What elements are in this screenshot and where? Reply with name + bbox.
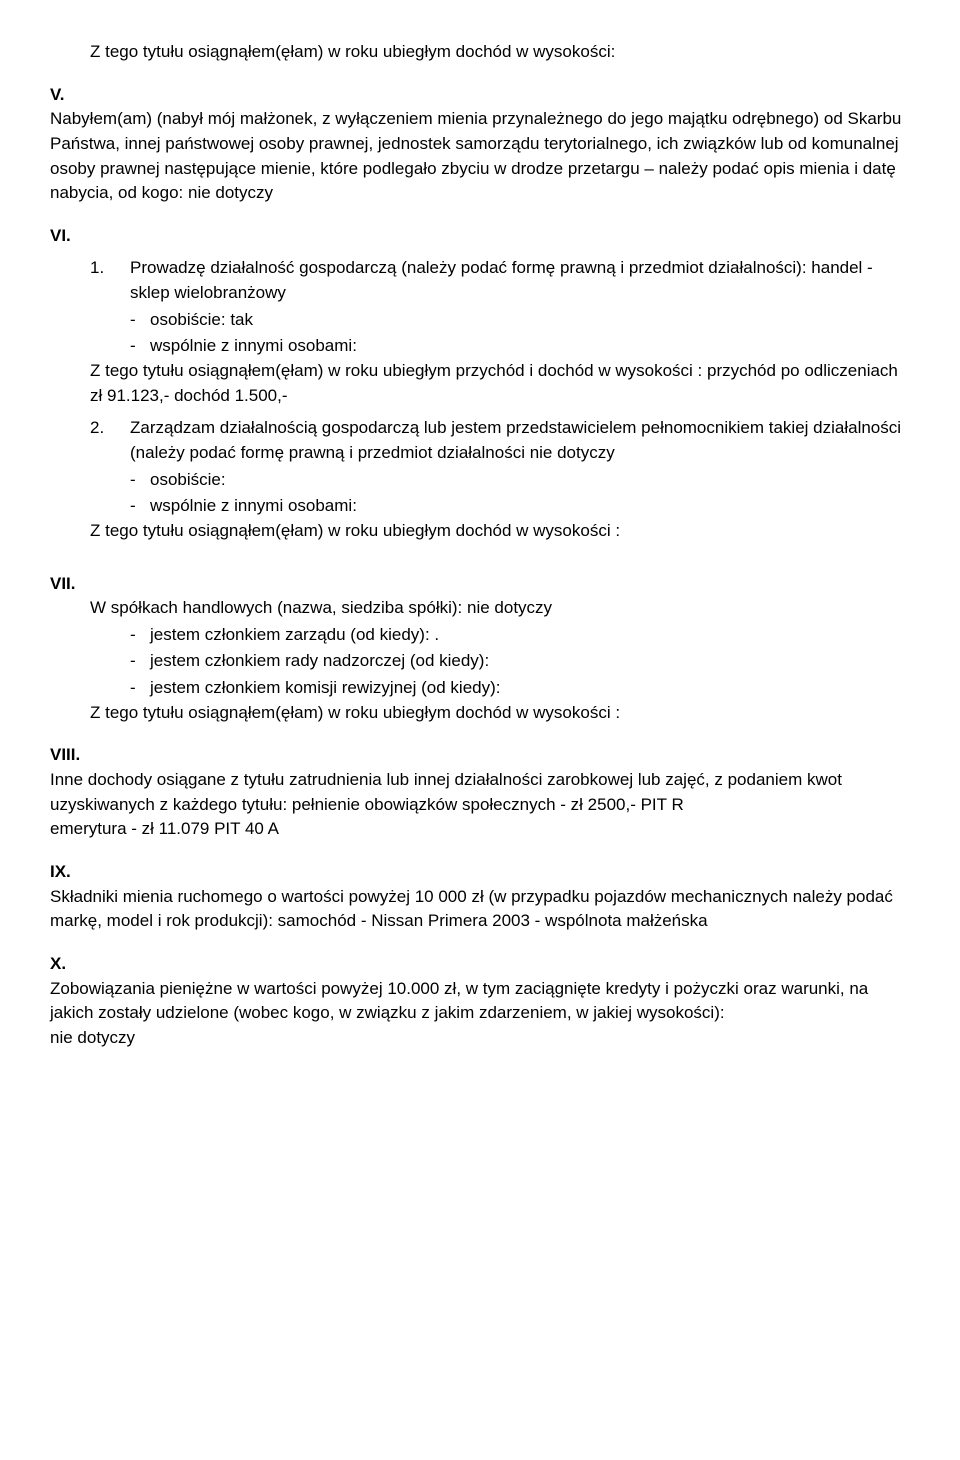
vi-1-dash-b: - wspólnie z innymi osobami:	[50, 334, 910, 359]
vii-dash-c: - jestem członkiem komisji rewizyjnej (o…	[50, 676, 910, 701]
vi-1-dash-a: - osobiście: tak	[50, 308, 910, 333]
section-viii-heading: VIII.	[50, 743, 910, 768]
section-vi-heading: VI.	[50, 224, 910, 249]
section-ix-heading: IX.	[50, 860, 910, 885]
vi-2-tail: Z tego tytułu osiągnąłem(ęłam) w roku ub…	[50, 519, 910, 544]
prev-section-tail: Z tego tytułu osiągnąłem(ęłam) w roku ub…	[50, 40, 910, 65]
dash-icon: -	[130, 649, 150, 674]
section-v-body: Nabyłem(am) (nabył mój małżonek, z wyłąc…	[50, 107, 910, 206]
section-x-heading: X.	[50, 952, 910, 977]
viii-body: Inne dochody osiągane z tytułu zatrudnie…	[50, 768, 910, 817]
dash-icon: -	[130, 308, 150, 333]
section-vii-heading: VII.	[50, 572, 910, 597]
section-vi-item-2: 2. Zarządzam działalnością gospodarczą l…	[50, 416, 910, 465]
dash-icon: -	[130, 334, 150, 359]
dash-text: wspólnie z innymi osobami:	[150, 494, 910, 519]
dash-icon: -	[130, 676, 150, 701]
viii-line2: emerytura - zł 11.079 PIT 40 A	[50, 817, 910, 842]
x-body: Zobowiązania pieniężne w wartości powyże…	[50, 977, 910, 1026]
section-v-heading: V.	[50, 83, 910, 108]
vii-dash-b: - jestem członkiem rady nadzorczej (od k…	[50, 649, 910, 674]
list-number: 1.	[50, 256, 130, 305]
vi-1-tail: Z tego tytułu osiągnąłem(ęłam) w roku ub…	[50, 359, 910, 408]
vii-lead: W spółkach handlowych (nazwa, siedziba s…	[50, 596, 910, 621]
vi-2-dash-b: - wspólnie z innymi osobami:	[50, 494, 910, 519]
dash-text: jestem członkiem zarządu (od kiedy): .	[150, 623, 910, 648]
list-number: 2.	[50, 416, 130, 465]
dash-text: osobiście:	[150, 468, 910, 493]
dash-text: jestem członkiem komisji rewizyjnej (od …	[150, 676, 910, 701]
dash-icon: -	[130, 623, 150, 648]
dash-icon: -	[130, 494, 150, 519]
dash-text: jestem członkiem rady nadzorczej (od kie…	[150, 649, 910, 674]
list-text: Zarządzam działalnością gospodarczą lub …	[130, 416, 910, 465]
vi-2-dash-a: - osobiście:	[50, 468, 910, 493]
vii-tail: Z tego tytułu osiągnąłem(ęłam) w roku ub…	[50, 701, 910, 726]
document-page: Z tego tytułu osiągnąłem(ęłam) w roku ub…	[0, 0, 960, 1090]
dash-text: osobiście: tak	[150, 308, 910, 333]
list-text: Prowadzę działalność gospodarczą (należy…	[130, 256, 910, 305]
dash-text: wspólnie z innymi osobami:	[150, 334, 910, 359]
x-line2: nie dotyczy	[50, 1026, 910, 1051]
dash-icon: -	[130, 468, 150, 493]
section-vi-item-1: 1. Prowadzę działalność gospodarczą (nal…	[50, 256, 910, 305]
ix-body: Składniki mienia ruchomego o wartości po…	[50, 885, 910, 934]
vii-dash-a: - jestem członkiem zarządu (od kiedy): .	[50, 623, 910, 648]
